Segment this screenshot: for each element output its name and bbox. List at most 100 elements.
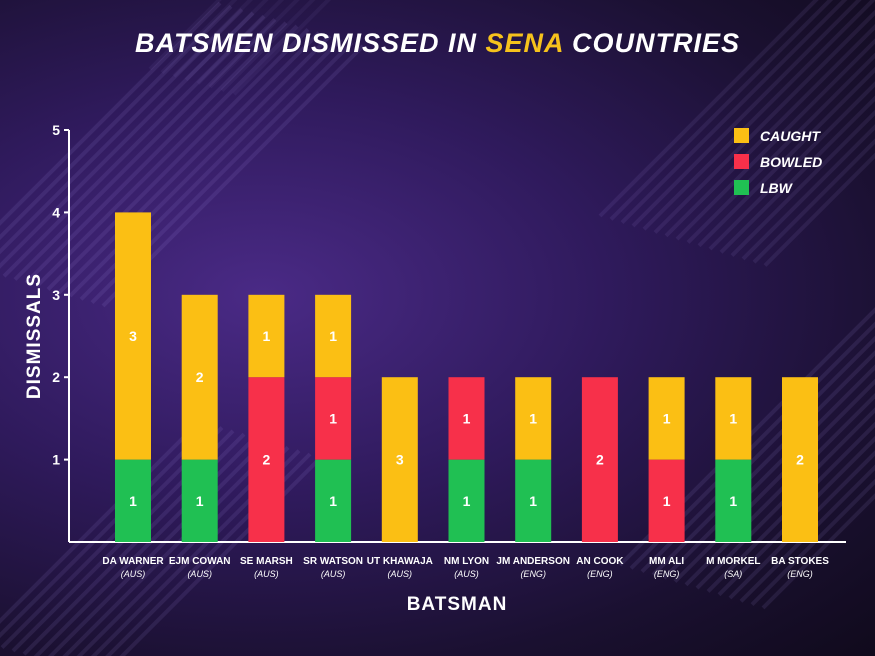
- background-stripe: [0, 422, 213, 639]
- bar-value-label: 1: [329, 410, 337, 426]
- x-tick-label: JM ANDERSON: [496, 556, 570, 567]
- bar-segment-caught: [715, 377, 752, 460]
- bar-segment-lbw: [181, 459, 218, 542]
- x-tick-label: EJM COWAN: [169, 556, 231, 567]
- bar-value-label: 2: [196, 369, 204, 385]
- background-stripe: [620, 0, 848, 225]
- bar-value-label: 1: [329, 328, 337, 344]
- x-tick-country: (SA): [724, 569, 742, 579]
- x-tick-label: DA WARNER: [102, 556, 164, 567]
- background-stripe: [728, 450, 875, 600]
- background-stripe: [0, 8, 244, 255]
- x-tick-label: BA STOKES: [771, 556, 829, 567]
- background-stripe: [708, 81, 875, 251]
- background-stripe: [675, 38, 875, 241]
- bar-segment-caught: [782, 377, 818, 542]
- background-stripe: [0, 4, 233, 241]
- legend-label: CAUGHT: [760, 128, 821, 144]
- background-stripe: [0, 419, 202, 624]
- x-tick-label: MM ALI: [649, 556, 684, 567]
- background-stripe: [750, 478, 875, 607]
- x-tick-country: (AUS): [321, 569, 346, 579]
- background-stripe: [642, 0, 875, 231]
- bar-value-label: 1: [663, 493, 671, 509]
- background-stripe: [62, 442, 279, 656]
- legend-label: LBW: [760, 180, 794, 196]
- background-stripe: [220, 0, 316, 93]
- background-stripe: [598, 0, 819, 218]
- legend: CAUGHT BOWLED LBW: [734, 128, 822, 196]
- bar-segment-lbw: [515, 459, 552, 542]
- bar-value-label: 3: [129, 328, 137, 344]
- x-axis-title: BATSMAN: [407, 594, 508, 615]
- x-tick-country: (AUS): [454, 569, 479, 579]
- background-stripe: [184, 0, 269, 82]
- background-stripe: [717, 435, 875, 597]
- x-tick-country: (ENG): [520, 569, 546, 579]
- y-tick-label: 4: [52, 204, 60, 220]
- bar-segment-caught: [515, 377, 552, 460]
- bar-segment-caught: [648, 377, 685, 460]
- background-stripe: [697, 66, 875, 248]
- y-tick-label: 5: [52, 122, 60, 138]
- bar-value-label: 2: [263, 452, 271, 468]
- bar-value-label: 1: [196, 493, 204, 509]
- bar-value-label: 1: [729, 493, 737, 509]
- x-tick-label: AN COOK: [576, 556, 624, 567]
- x-tick-country: (ENG): [787, 569, 813, 579]
- bars: 1 3 1 2 2 1 1 1 1 3 1 1 1 1 2 1 1 1 1 2: [115, 212, 818, 542]
- background-stripe: [664, 23, 875, 238]
- x-tick-label: M MORKEL: [706, 556, 760, 567]
- background-stripe: [47, 439, 268, 656]
- y-tick-label: 2: [52, 369, 60, 385]
- x-tick-label: UT KHAWAJA: [367, 556, 433, 567]
- bar-segment-caught: [248, 294, 285, 378]
- y-tick-label: 3: [52, 287, 60, 303]
- background-stripe: [196, 0, 285, 85]
- bar-value-label: 1: [529, 410, 537, 426]
- background-stripe: [232, 0, 332, 96]
- background-stripe: [631, 0, 862, 228]
- background-stripe: [2, 14, 266, 278]
- bar-segment-bowled: [248, 377, 285, 542]
- background-stripe: [46, 27, 310, 291]
- background-stripe: [208, 0, 300, 89]
- bar-value-label: 1: [263, 328, 271, 344]
- x-tick-label: SE MARSH: [240, 556, 293, 567]
- chart-title: BATSMEN DISMISSED IN SENA COUNTRIES: [0, 28, 875, 59]
- bar-value-label: 1: [529, 493, 537, 509]
- background-stripe: [0, 1, 222, 226]
- bar-segment-caught: [381, 377, 418, 542]
- bar-segment-lbw: [115, 459, 151, 542]
- bar-segment-bowled: [448, 377, 485, 460]
- bar-value-label: 1: [329, 493, 337, 509]
- legend-swatch-caught: [734, 128, 749, 143]
- background-stripe: [68, 34, 332, 298]
- bar-value-label: 1: [463, 493, 471, 509]
- background-stripe: [57, 31, 321, 295]
- background-stripe: [761, 493, 875, 610]
- background-stripe: [741, 124, 875, 261]
- legend-swatch-bowled: [734, 154, 749, 169]
- x-tick-country: (AUS): [388, 569, 413, 579]
- background-stripe: [35, 24, 299, 288]
- x-tick-country: (AUS): [121, 569, 146, 579]
- background-stripe: [752, 138, 875, 264]
- background-stripe: [609, 0, 834, 221]
- bar-value-label: 2: [596, 452, 604, 468]
- x-tick-country: (ENG): [587, 569, 613, 579]
- background-stripe: [0, 11, 255, 269]
- background-stripe: [148, 0, 222, 71]
- background-stripe: [653, 9, 875, 234]
- title-part-2: COUNTRIES: [563, 28, 741, 58]
- background-stripe: [763, 152, 875, 267]
- title-part-1: BATSMEN DISMISSED IN: [134, 28, 486, 58]
- title-highlight: SENA: [485, 28, 564, 58]
- bar-segment-bowled: [581, 377, 618, 542]
- legend-label: BOWLED: [760, 154, 822, 170]
- background-stripe: [739, 464, 875, 603]
- bar-segment-caught: [181, 294, 218, 460]
- bar-value-label: 1: [663, 410, 671, 426]
- bar-segment-bowled: [315, 377, 352, 460]
